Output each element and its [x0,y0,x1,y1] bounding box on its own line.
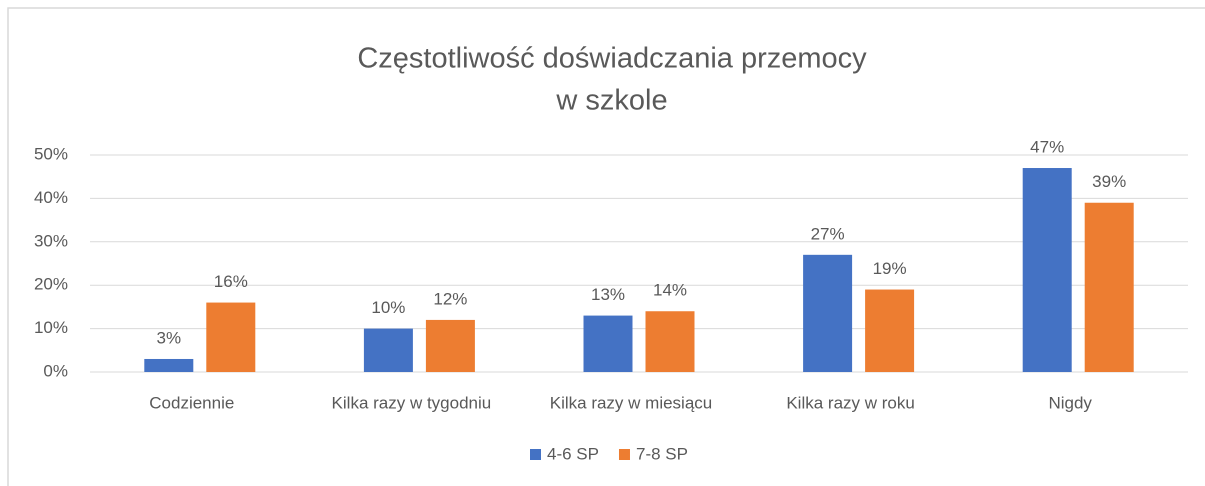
x-tick-label: Kilka razy w roku [786,393,914,412]
bar [865,289,915,372]
x-tick-label: Kilka razy w tygodniu [332,393,492,412]
data-label: 10% [371,298,405,317]
bar [803,254,853,372]
bar [363,328,413,372]
bar [1022,168,1072,372]
y-tick-label: 50% [34,144,68,163]
bar [206,302,256,372]
chart-frame [7,7,1205,486]
y-tick-label: 40% [34,188,68,207]
legend-swatch [618,449,630,460]
x-tick-label: Nigdy [1048,393,1092,412]
y-tick-label: 20% [34,275,68,294]
y-tick-label: 10% [34,318,68,337]
data-label: 14% [653,281,687,300]
legend-label: 4-6 SP [547,444,599,463]
data-label: 19% [873,259,907,278]
data-label: 13% [591,285,625,304]
y-tick-label: 30% [34,231,68,250]
data-label: 47% [1030,138,1064,157]
legend-label: 7-8 SP [636,444,688,463]
data-label: 3% [157,328,182,347]
legend-swatch [530,449,541,460]
x-tick-label: Codziennie [149,393,234,412]
chart-title: Częstotliwość doświadczania przemocy [357,43,867,75]
data-label: 12% [433,289,467,308]
bar [144,358,194,372]
data-label: 27% [811,224,845,243]
data-label: 16% [214,272,248,291]
data-label: 39% [1092,172,1126,191]
x-tick-label: Kilka razy w miesiącu [550,393,713,412]
bar [425,319,475,372]
y-tick-label: 0% [43,361,68,380]
bar [1084,202,1134,372]
bar [645,311,695,372]
chart-title: w szkole [555,85,667,117]
bar [583,315,633,372]
